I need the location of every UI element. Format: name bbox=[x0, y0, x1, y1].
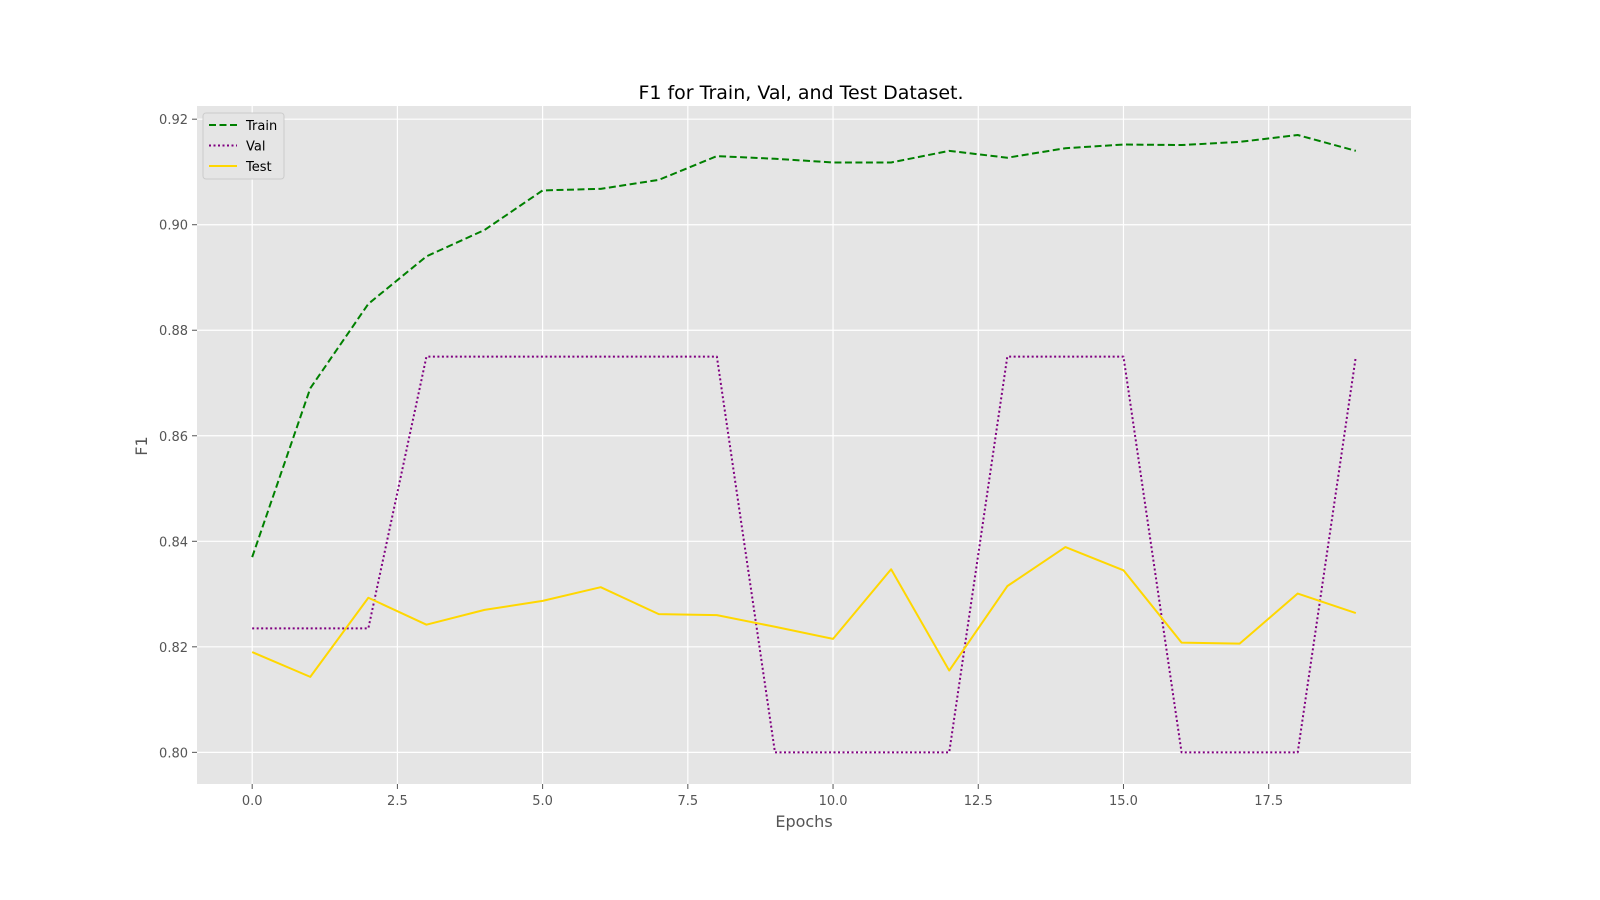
chart-title: F1 for Train, Val, and Test Dataset. bbox=[638, 82, 963, 104]
y-tick-label: 0.80 bbox=[159, 746, 188, 761]
legend-label-train: Train bbox=[245, 119, 277, 134]
legend-label-val: Val bbox=[246, 140, 265, 155]
x-tick-label: 10.0 bbox=[819, 794, 848, 809]
y-tick-label: 0.82 bbox=[159, 641, 188, 656]
x-tick-label: 15.0 bbox=[1109, 794, 1138, 809]
plot-area bbox=[197, 106, 1411, 784]
x-tick-label: 12.5 bbox=[964, 794, 993, 809]
series-lines bbox=[251, 134, 1357, 754]
y-tick-label: 0.88 bbox=[159, 324, 188, 339]
y-tick-label: 0.90 bbox=[159, 219, 188, 234]
legend-label-test: Test bbox=[245, 160, 272, 175]
x-tick-label: 2.5 bbox=[387, 794, 408, 809]
legend-box bbox=[202, 112, 285, 180]
series-line-test bbox=[251, 546, 1357, 678]
y-tick-label: 0.84 bbox=[159, 535, 188, 550]
y-tick-label: 0.92 bbox=[159, 113, 188, 128]
x-tick-label: 5.0 bbox=[532, 794, 553, 809]
y-tick-label: 0.86 bbox=[159, 430, 188, 445]
x-axis-label: Epochs bbox=[775, 812, 832, 831]
series-line-val bbox=[252, 355, 1357, 754]
grid-lines bbox=[197, 106, 1411, 784]
legend: Train Val Test bbox=[202, 112, 285, 180]
series-line-train bbox=[251, 134, 1357, 558]
x-tick-label: 0.0 bbox=[242, 794, 263, 809]
y-axis-label: F1 bbox=[132, 436, 151, 455]
y-axis-ticks: 0.80 0.82 0.84 0.86 0.88 0.90 0.92 bbox=[159, 113, 197, 761]
x-tick-label: 7.5 bbox=[677, 794, 698, 809]
x-tick-label: 17.5 bbox=[1254, 794, 1283, 809]
x-axis-ticks: 0.0 2.5 5.0 7.5 10.0 12.5 15.0 17.5 bbox=[242, 784, 1283, 809]
